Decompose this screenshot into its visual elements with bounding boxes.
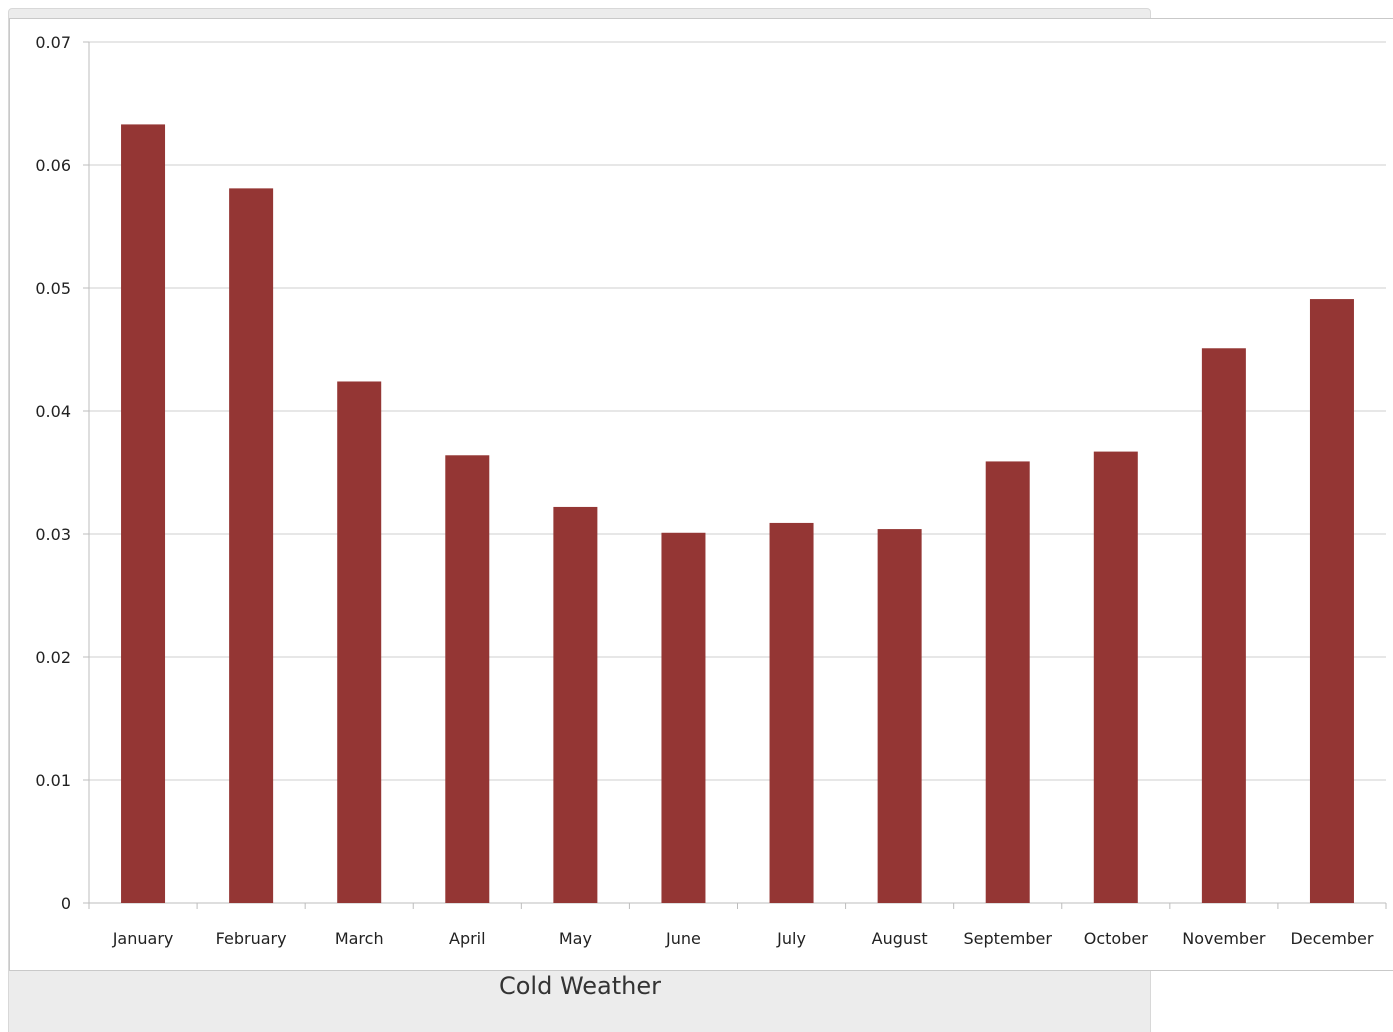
bar-december — [1309, 299, 1354, 903]
bar-august — [877, 529, 922, 903]
x-tick-label: August — [872, 929, 928, 948]
x-tick-label: March — [335, 929, 384, 948]
y-tick-label: 0 — [61, 894, 71, 913]
bar-january — [121, 124, 166, 903]
bar-february — [229, 188, 274, 903]
x-tick-label: September — [963, 929, 1052, 948]
bar-july — [769, 522, 814, 903]
x-tick-label: April — [449, 929, 486, 948]
y-tick-label: 0.06 — [35, 156, 71, 175]
bar-may — [553, 506, 598, 903]
chart-caption: Cold Weather — [498, 972, 662, 1000]
y-tick-label: 0.04 — [35, 402, 71, 421]
bar-november — [1201, 348, 1246, 903]
y-tick-label: 0.02 — [35, 648, 71, 667]
bar-september — [985, 461, 1030, 903]
x-tick-label: December — [1290, 929, 1373, 948]
bar-october — [1093, 451, 1138, 903]
x-tick-label: October — [1084, 929, 1148, 948]
bar-march — [337, 381, 382, 904]
y-tick-label: 0.07 — [35, 33, 71, 52]
x-tick-label: May — [559, 929, 592, 948]
bar-june — [661, 532, 706, 903]
y-tick-label: 0.01 — [35, 771, 71, 790]
bar-april — [445, 455, 490, 903]
y-tick-label: 0.03 — [35, 525, 71, 544]
x-tick-label: January — [112, 929, 174, 948]
x-tick-label: June — [665, 929, 701, 948]
x-tick-label: November — [1182, 929, 1266, 948]
x-tick-label: February — [216, 929, 287, 948]
x-tick-label: July — [776, 929, 806, 948]
y-tick-label: 0.05 — [35, 279, 71, 298]
